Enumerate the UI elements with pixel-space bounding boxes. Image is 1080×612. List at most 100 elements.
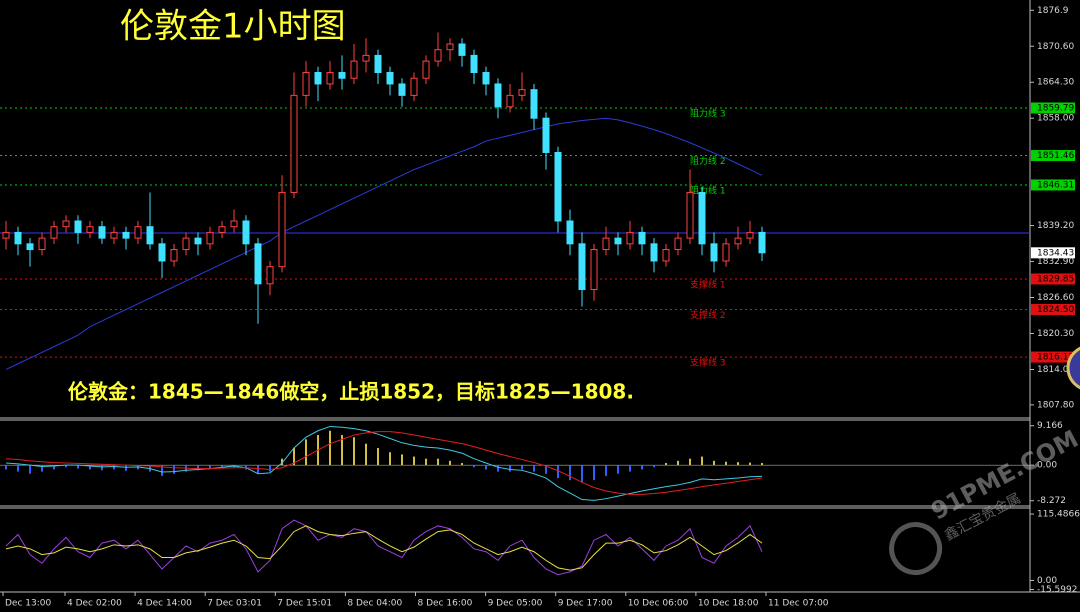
x-tick-label: 8 Dec 04:00 bbox=[347, 599, 402, 609]
x-tick-label: 4 Dec 02:00 bbox=[67, 599, 122, 609]
candle-body bbox=[254, 243, 262, 285]
candle-body bbox=[614, 237, 622, 245]
macd-bar bbox=[281, 458, 283, 466]
level-tag bbox=[1031, 351, 1075, 363]
macd-bar bbox=[677, 460, 679, 466]
side-button[interactable] bbox=[1066, 346, 1080, 390]
y-tick-label: 115.4866 bbox=[1037, 510, 1080, 520]
macd-bar bbox=[77, 465, 79, 469]
macd-bar bbox=[413, 456, 415, 466]
candle-body bbox=[650, 243, 658, 262]
macd-bar bbox=[497, 465, 499, 472]
macd-bar bbox=[761, 463, 763, 466]
oscillator-line bbox=[5, 525, 763, 571]
candle-body bbox=[662, 249, 670, 262]
macd-line bbox=[5, 431, 763, 495]
candle-body bbox=[26, 243, 34, 251]
candle-body bbox=[746, 231, 754, 239]
candle-body bbox=[74, 220, 82, 233]
candle-body bbox=[182, 237, 190, 251]
level-tag-label: 1824.50 bbox=[1037, 305, 1074, 315]
x-tick-label: 8 Dec 16:00 bbox=[418, 599, 473, 609]
macd-bar bbox=[665, 463, 667, 466]
level-tag-label: 1829.85 bbox=[1037, 274, 1074, 284]
macd-bar bbox=[617, 465, 619, 474]
candle-body bbox=[38, 237, 46, 251]
candle-body bbox=[734, 237, 742, 245]
macd-bar bbox=[569, 465, 571, 481]
candle-body bbox=[314, 72, 322, 85]
level-name: 支撑线 2 bbox=[690, 309, 726, 321]
x-tick-label: 10 Dec 06:00 bbox=[628, 599, 689, 609]
macd-bar bbox=[545, 465, 547, 474]
candle-body bbox=[362, 54, 370, 62]
macd-bar bbox=[41, 465, 43, 472]
macd-bar bbox=[425, 458, 427, 466]
x-tick-label: 9 Dec 05:00 bbox=[488, 599, 543, 609]
last-price-label: 1834.43 bbox=[1037, 248, 1074, 258]
annotation: 伦敦金：1845—1846做空，止损1852，目标1825—1808. bbox=[68, 380, 634, 404]
macd-bar bbox=[209, 465, 211, 470]
candle-body bbox=[554, 151, 562, 222]
candle-body bbox=[290, 94, 298, 193]
macd-bar bbox=[557, 465, 559, 479]
candle-body bbox=[542, 117, 550, 153]
candle-body bbox=[518, 89, 526, 96]
candle-body bbox=[218, 226, 226, 233]
candle-body bbox=[266, 266, 274, 285]
candle-body bbox=[14, 231, 22, 245]
macd-line bbox=[5, 425, 763, 501]
candle-body bbox=[602, 237, 610, 251]
candle-body bbox=[350, 60, 358, 79]
macd-bar bbox=[449, 460, 451, 466]
macd-bar bbox=[629, 465, 631, 472]
plot-area: 1876.9 1870.60 1864.30 1858.00 1839.20 1832.9… bbox=[0, 6, 1080, 609]
macd-bar bbox=[353, 437, 355, 466]
macd-bar bbox=[257, 465, 259, 474]
x-tick-label: 7 Dec 15:01 bbox=[277, 599, 332, 609]
level-tag bbox=[1031, 179, 1075, 191]
candle-body bbox=[638, 231, 646, 245]
candle-body bbox=[338, 72, 346, 79]
macd-bar bbox=[581, 465, 583, 483]
candle-body bbox=[686, 191, 694, 239]
macd-bar bbox=[161, 465, 163, 476]
candle-body bbox=[566, 220, 574, 245]
candle-body bbox=[530, 89, 538, 119]
candle-body bbox=[122, 231, 130, 239]
macd-bar bbox=[533, 465, 535, 472]
macd-bar bbox=[401, 454, 403, 466]
candle-body bbox=[446, 43, 454, 51]
candle-body bbox=[278, 191, 286, 268]
y-tick-label: 1807.80 bbox=[1037, 400, 1074, 410]
candle-body bbox=[422, 60, 430, 79]
y-tick-label: 1864.30 bbox=[1037, 78, 1074, 88]
candle-body bbox=[494, 83, 502, 108]
candle-body bbox=[470, 54, 478, 74]
candle-body bbox=[206, 231, 214, 245]
level-tag bbox=[1031, 150, 1075, 162]
candle-body bbox=[170, 249, 178, 262]
macd-bar bbox=[701, 456, 703, 466]
last-price-tag bbox=[1031, 247, 1075, 259]
macd-bar bbox=[713, 460, 715, 466]
y-tick-label: 0.00 bbox=[1037, 461, 1057, 471]
y-tick-label: 1839.20 bbox=[1037, 221, 1074, 231]
candle-body bbox=[386, 72, 394, 85]
macd-bar bbox=[101, 465, 103, 471]
y-tick-label: -15.5992 bbox=[1037, 585, 1077, 595]
macd-bar bbox=[65, 465, 67, 468]
candle-body bbox=[134, 226, 142, 239]
candle-body bbox=[698, 191, 706, 245]
candle-body bbox=[482, 72, 490, 85]
macd-bar bbox=[293, 447, 295, 466]
level-tag bbox=[1031, 102, 1075, 114]
macd-bar bbox=[89, 465, 91, 470]
macd-bar bbox=[653, 465, 655, 468]
candle-body bbox=[50, 226, 58, 239]
candle-body bbox=[626, 231, 634, 245]
watermark-logo bbox=[889, 522, 943, 576]
macd-bar bbox=[377, 447, 379, 466]
level-tag bbox=[1031, 273, 1075, 285]
